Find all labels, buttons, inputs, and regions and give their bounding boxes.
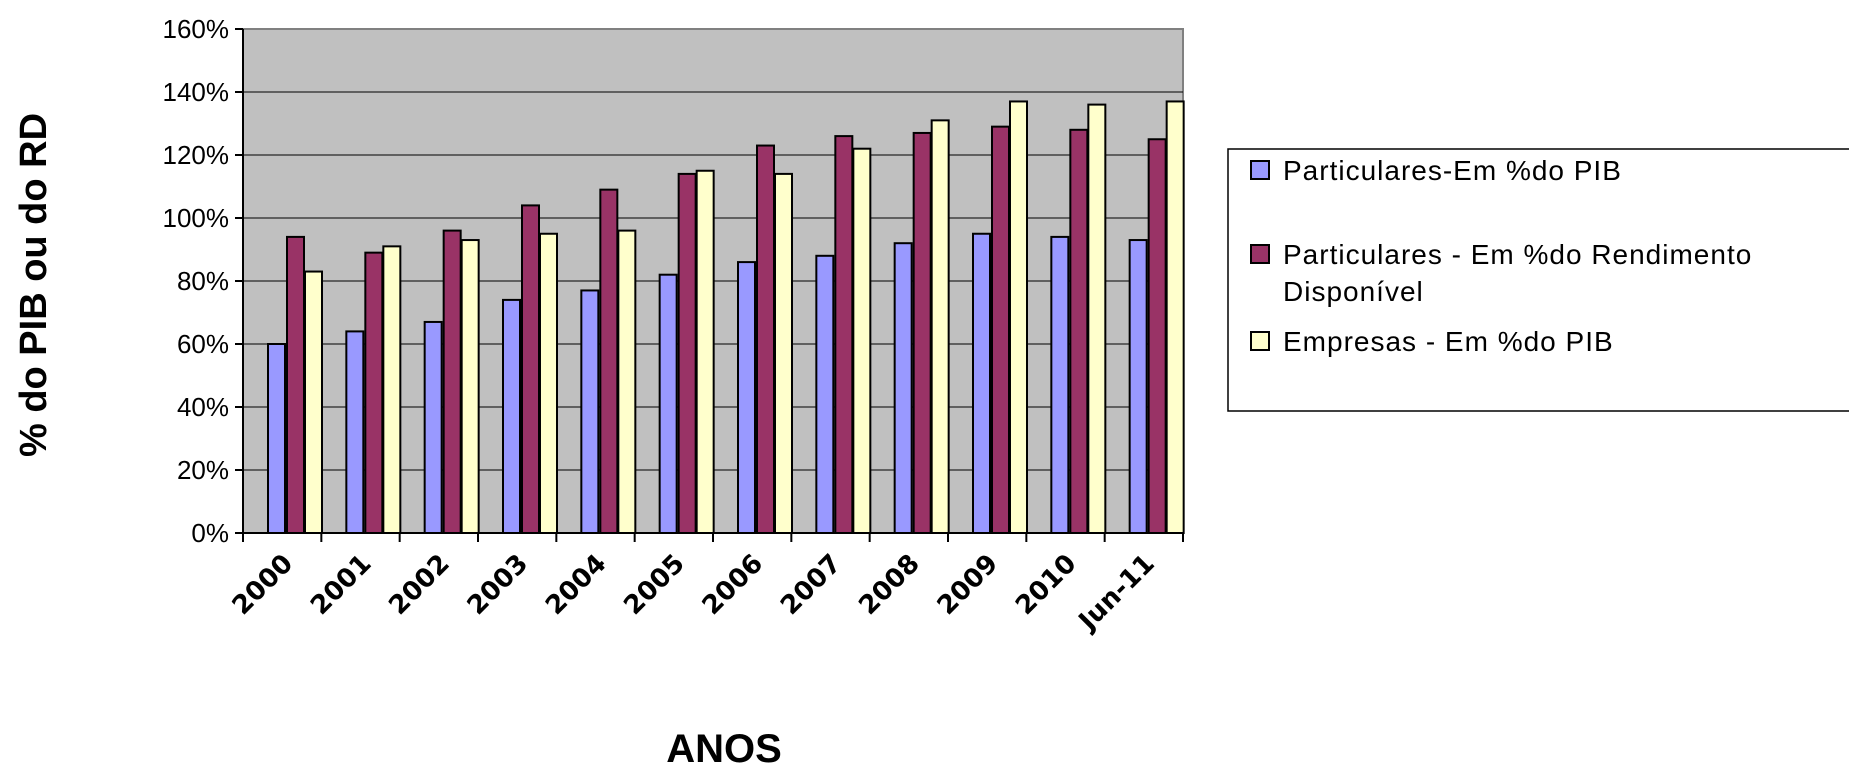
bar-series-3 xyxy=(774,172,793,534)
x-tick-label: Jun-11 xyxy=(1072,549,1161,638)
bar-series-3 xyxy=(539,232,558,534)
bar-series-3 xyxy=(617,229,637,534)
bar-series-1 xyxy=(580,289,600,535)
x-tick-label: 2005 xyxy=(618,549,690,621)
bar-series-2 xyxy=(1069,128,1089,535)
bar-series-3 xyxy=(382,245,402,534)
bar-series-1 xyxy=(972,232,991,534)
legend-swatch xyxy=(1250,244,1270,264)
bar-series-1 xyxy=(893,242,913,534)
bar-series-2 xyxy=(677,172,697,534)
bar-series-2 xyxy=(442,229,462,534)
legend-label: Empresas - Em %do PIB xyxy=(1283,326,1614,357)
bar-series-1 xyxy=(658,273,678,534)
bar-series-3 xyxy=(460,239,480,535)
bar-series-1 xyxy=(345,330,365,534)
x-axis-title: ANOS xyxy=(666,727,782,766)
bar-series-2 xyxy=(756,144,775,535)
x-tick-label: 2006 xyxy=(697,549,769,621)
legend-swatch xyxy=(1250,331,1270,351)
bar-series-1 xyxy=(1050,235,1070,534)
bar-series-2 xyxy=(991,125,1010,535)
x-tick-label: 2002 xyxy=(383,549,455,621)
bar-series-2 xyxy=(834,135,854,534)
legend-label: Particulares - Em %do Rendimento Disponív… xyxy=(1283,239,1752,307)
bar-series-1 xyxy=(737,261,756,534)
y-tick-label: 120% xyxy=(163,140,230,170)
x-tick-label: 2009 xyxy=(932,549,1004,621)
x-tick-label: 2001 xyxy=(305,549,377,621)
bar-series-2 xyxy=(521,204,540,534)
bar-series-1 xyxy=(267,343,286,534)
bar-series-3 xyxy=(304,270,323,534)
bar-series-3 xyxy=(1165,100,1185,534)
y-tick-label: 60% xyxy=(177,329,229,359)
legend-swatch xyxy=(1250,160,1270,180)
bar-series-3 xyxy=(1087,103,1107,534)
bar-series-3 xyxy=(930,119,950,534)
y-tick-label: 0% xyxy=(191,518,229,548)
x-tick-label: 2004 xyxy=(540,549,612,621)
legend: Particulares-Em %do PIB Particulares - Em… xyxy=(1227,148,1849,412)
y-tick-label: 140% xyxy=(163,77,230,107)
bar-series-3 xyxy=(1009,100,1028,534)
y-tick-label: 80% xyxy=(177,266,229,296)
bar-series-1 xyxy=(1128,239,1148,535)
y-axis-ticks: 0% 20% 40% 60% 80% 100% 120% 140% 160% xyxy=(163,14,243,548)
x-tick-label: 2007 xyxy=(775,549,847,621)
bar-series-2 xyxy=(912,131,932,534)
y-axis-title: % do PIB ou do RD xyxy=(13,113,55,457)
bar-series-2 xyxy=(1147,138,1167,534)
bar-series-2 xyxy=(599,188,619,534)
y-tick-label: 100% xyxy=(163,203,230,233)
x-tick-label: 2003 xyxy=(462,549,534,621)
y-tick-label: 160% xyxy=(163,14,230,44)
x-tick-label: 2008 xyxy=(853,549,925,621)
bar-series-3 xyxy=(695,169,715,534)
y-tick-label: 40% xyxy=(177,392,229,422)
x-tick-label: 2010 xyxy=(1010,549,1082,621)
bar-series-2 xyxy=(286,235,305,534)
bar-series-1 xyxy=(502,298,521,534)
x-tick-label: 2000 xyxy=(227,549,299,621)
y-tick-label: 20% xyxy=(177,455,229,485)
legend-box xyxy=(1227,148,1849,412)
bar-series-1 xyxy=(423,320,443,535)
bar-series-1 xyxy=(815,254,835,535)
legend-label: Particulares-Em %do PIB xyxy=(1283,155,1622,186)
bar-series-2 xyxy=(364,251,384,534)
x-axis-ticks: 2000 2001 2002 2003 2004 2005 2006 2007 2008 2009… xyxy=(227,533,1184,638)
bar-series-3 xyxy=(852,147,872,534)
